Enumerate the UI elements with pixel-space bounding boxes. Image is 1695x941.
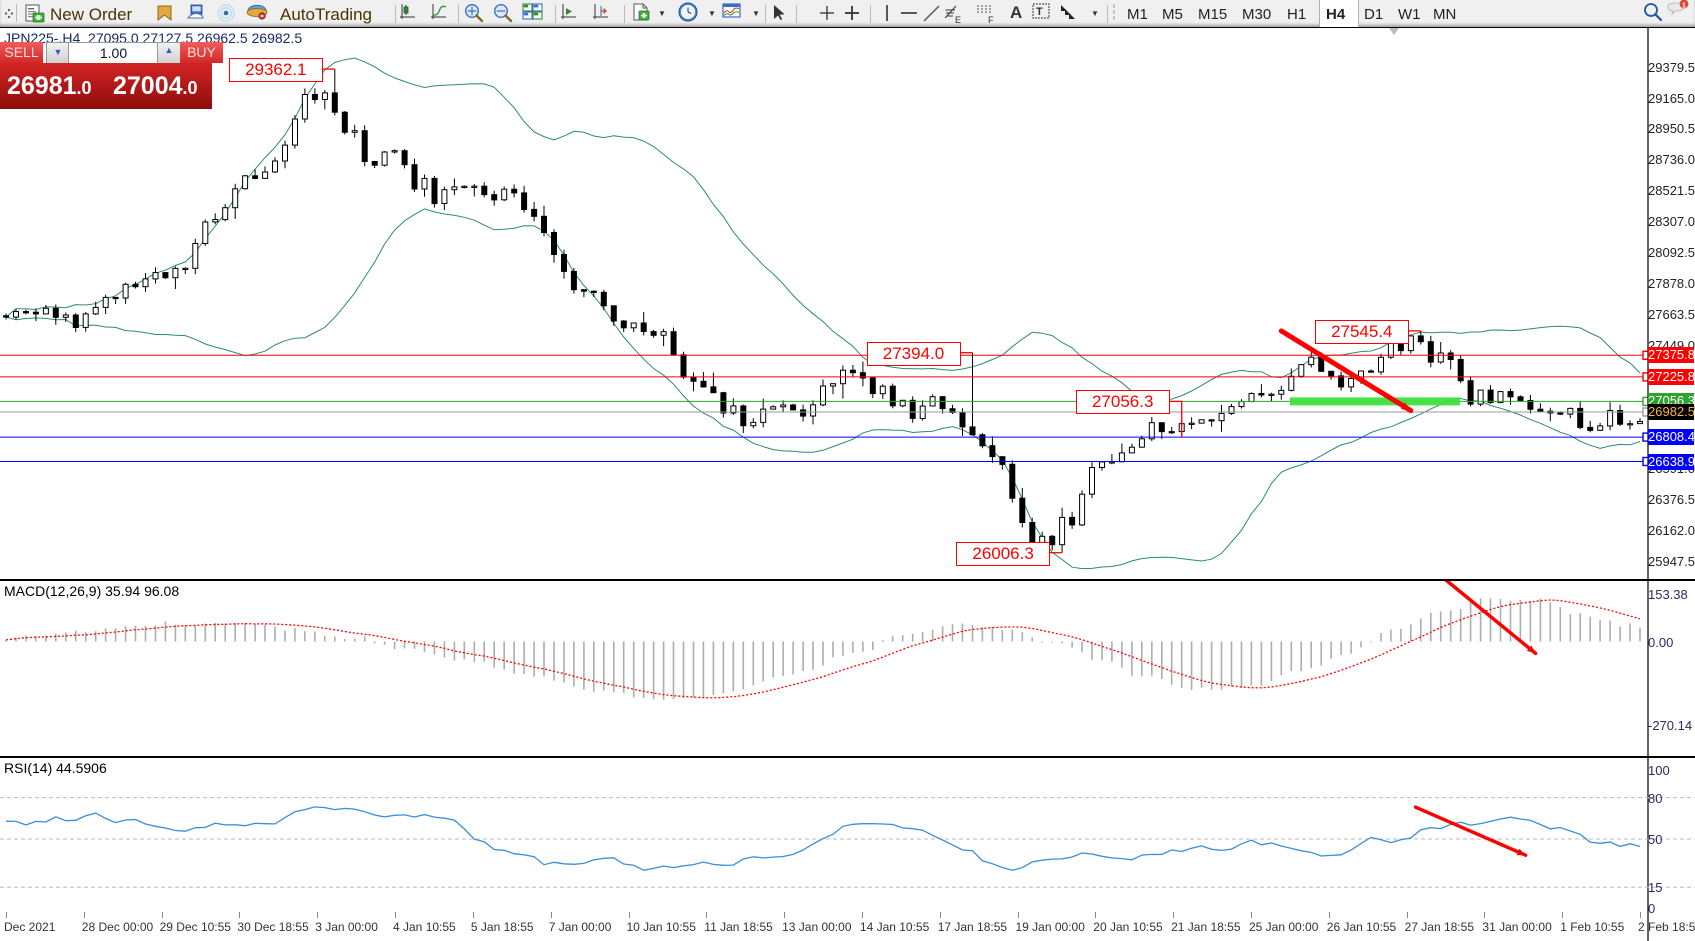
svg-text:T: T (1036, 6, 1043, 18)
svg-text:E: E (955, 15, 961, 24)
svg-text:1: 1 (1682, 2, 1686, 9)
svg-text:F: F (988, 15, 994, 24)
